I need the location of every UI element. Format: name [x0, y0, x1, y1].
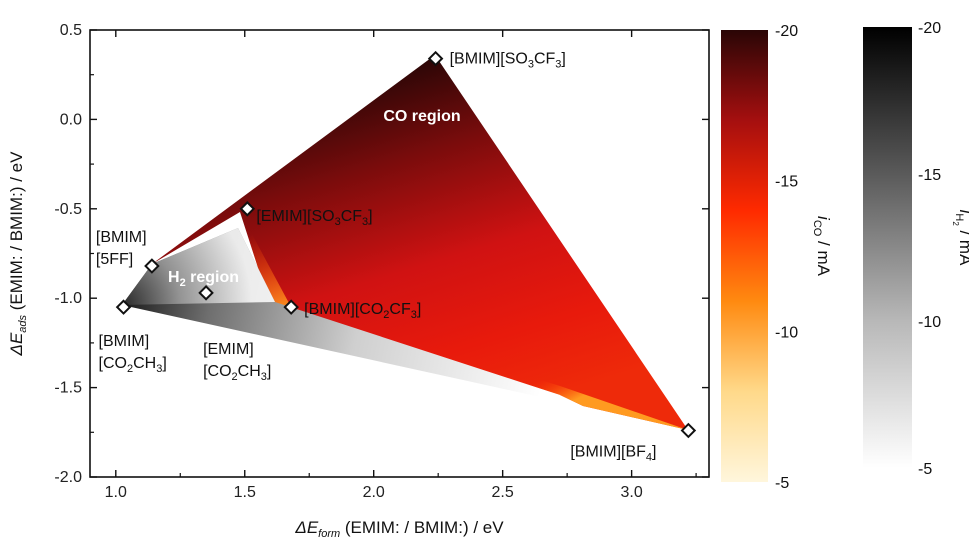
- point-label-emim-so3cf3-part: ]: [368, 208, 372, 225]
- colorbar-co-label: iCO / mA: [811, 216, 833, 277]
- x-tick-label: 1.5: [234, 484, 256, 501]
- y-tick-label: 0.0: [60, 111, 82, 128]
- co-region-label: CO region: [383, 108, 460, 125]
- colorbar-h2: [863, 27, 912, 468]
- colorbar-h2-tick-label: -20: [918, 20, 941, 37]
- point-label-emim-co2ch3-part: [CO: [203, 363, 231, 380]
- point-label-bmim-bf4-part: [BMIM][BF: [570, 444, 646, 461]
- colorbar-co-label-part: CO: [811, 220, 823, 237]
- colorbar-h2-tick-label: -5: [918, 461, 932, 478]
- colorbar-co-tick-label: -5: [775, 475, 789, 492]
- colorbar-co-tick-label: -10: [775, 324, 798, 341]
- y-tick-label: -1.5: [54, 380, 82, 397]
- y-tick-label: -1.0: [54, 290, 82, 307]
- point-label-bmim-so3cf3-part: CF: [534, 51, 556, 68]
- colorbar-h2-label-part: H: [953, 213, 965, 221]
- x-axis-label-unit: (EMIM: / BMIM:) / eV: [340, 518, 504, 537]
- x-axis-label-symbol: ΔE: [294, 518, 318, 537]
- point-label-bmim-bf4-part: ]: [652, 444, 656, 461]
- point-label-emim-so3cf3-part: CF: [341, 208, 363, 225]
- h2-region-label-part: H: [168, 269, 180, 286]
- y-axis-label-symbol: ΔE: [7, 332, 26, 356]
- point-label-emim-co2ch3-part: CH: [238, 363, 261, 380]
- point-label-bmim-bf4: [BMIM][BF4]: [570, 444, 656, 464]
- y-tick-label: -0.5: [54, 201, 82, 218]
- x-axis-label-sub: form: [318, 528, 340, 537]
- colorbar-co-tick-label: -15: [775, 174, 798, 191]
- colorbar-h2-label-part: / mA: [956, 226, 969, 266]
- x-tick-label: 2.5: [492, 484, 514, 501]
- colorbar-co: [721, 30, 768, 482]
- x-tick-label: 3.0: [621, 484, 643, 501]
- colorbars: -20 -15 -10 -5 iCO / mA -20 -15 -10 -5 iH2 / mA: [721, 20, 969, 492]
- y-axis-label: ΔEads (EMIM: / BMIM:) / eV: [7, 151, 29, 357]
- point-label-emim-so3cf3: [EMIM][SO3CF3]: [256, 208, 372, 228]
- point-label-emim-co2ch3-part: ]: [267, 363, 271, 380]
- point-label-bmim-5ff: [BMIM]: [96, 229, 147, 246]
- colorbar-co-label-part: / mA: [814, 236, 833, 276]
- point-label-bmim-5ff: [5FF]: [96, 251, 133, 268]
- point-label-bmim-5ff-part: [5FF]: [96, 251, 133, 268]
- point-label-emim-co2ch3: [CO2CH3]: [203, 363, 271, 383]
- point-label-bmim-co2cf3-part: ]: [417, 301, 421, 318]
- point-label-emim-so3cf3-part: [EMIM][SO: [256, 208, 334, 225]
- point-label-bmim-co2ch3-part: [CO: [99, 355, 127, 372]
- point-label-bmim-co2cf3: [BMIM][CO2CF3]: [304, 301, 421, 321]
- point-label-bmim-co2ch3-part: ]: [162, 355, 166, 372]
- y-axis-label-sub: ads: [17, 314, 29, 332]
- point-label-bmim-co2cf3-part: CF: [389, 301, 411, 318]
- point-label-bmim-co2cf3-part: [BMIM][CO: [304, 301, 383, 318]
- point-label-bmim-co2ch3-part: [BMIM]: [99, 333, 150, 350]
- point-label-emim-co2ch3: [EMIM]: [203, 341, 254, 358]
- x-tick-label: 2.0: [363, 484, 385, 501]
- point-label-bmim-so3cf3-part: ]: [561, 51, 565, 68]
- point-label-bmim-so3cf3: [BMIM][SO3CF3]: [450, 51, 566, 71]
- x-axis-label: ΔEform (EMIM: / BMIM:) / eV: [294, 518, 504, 537]
- y-tick-label: -2.0: [54, 469, 82, 486]
- point-label-bmim-5ff-part: [BMIM]: [96, 229, 147, 246]
- y-axis-label-unit: (EMIM: / BMIM:) / eV: [7, 151, 26, 315]
- y-tick-label: 0.5: [60, 22, 82, 39]
- point-label-bmim-co2ch3: [CO2CH3]: [99, 355, 167, 375]
- h2-region-label-part: region: [186, 269, 239, 286]
- x-tick-label: 1.0: [105, 484, 127, 501]
- colorbar-h2-tick-label: -15: [918, 167, 941, 184]
- point-label-bmim-co2ch3-part: CH: [133, 355, 156, 372]
- point-label-emim-co2ch3-part: [EMIM]: [203, 341, 254, 358]
- colorbar-h2-tick-label: -10: [918, 314, 941, 331]
- colorbar-h2-label: iH2 / mA: [951, 210, 969, 267]
- colorbar-co-tick-label: -20: [775, 23, 798, 40]
- point-label-bmim-so3cf3-part: [BMIM][SO: [450, 51, 528, 68]
- point-label-bmim-co2ch3: [BMIM]: [99, 333, 150, 350]
